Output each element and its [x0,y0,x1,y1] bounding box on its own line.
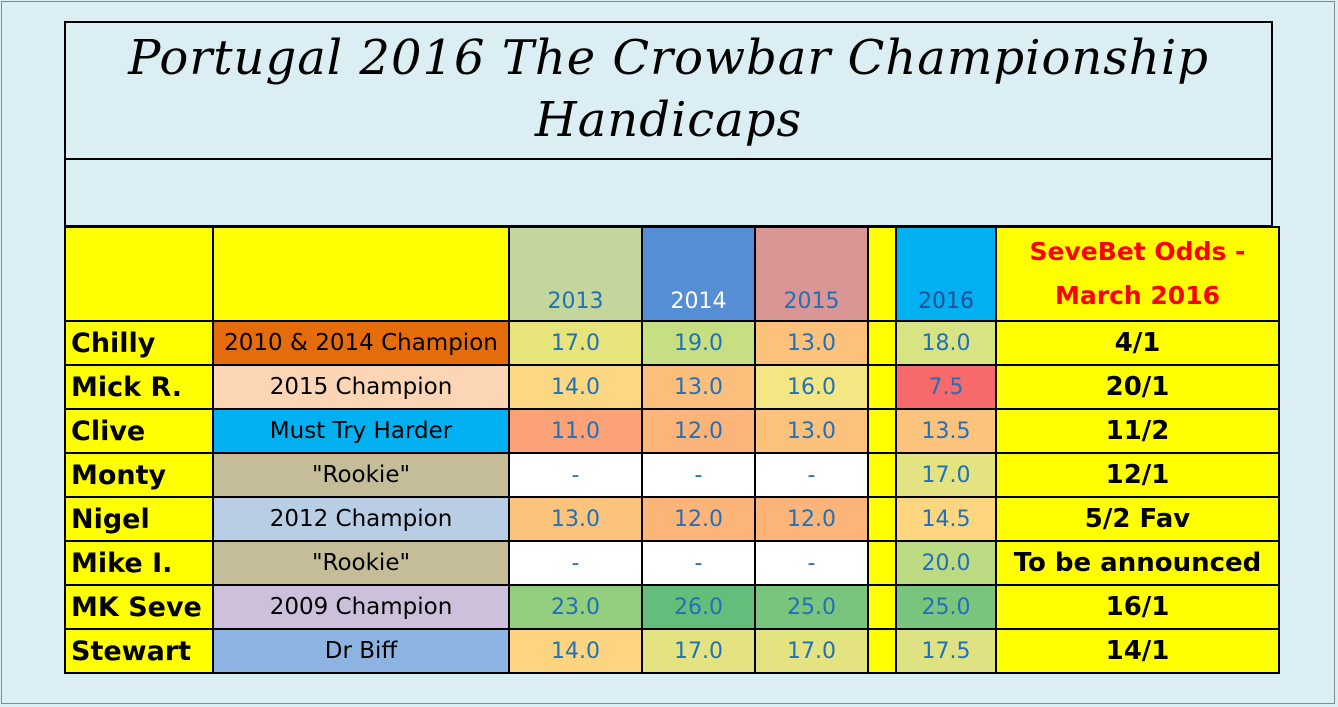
table-row: Monty "Rookie" - - -17.0 12/1 [64,452,1280,498]
player-title: 2012 Champion [212,496,510,542]
header-2014: 2014 [641,226,756,322]
gap-cell [867,584,897,630]
handicap-2014: 19.0 [641,320,756,366]
player-title: Must Try Harder [212,408,510,454]
header-2016: 2016 [895,226,997,322]
odds-cell: 4/1 [995,320,1280,366]
handicap-2016: 20.0 [895,540,997,586]
odds-header-line-1: SeveBet Odds - [1029,237,1246,266]
header-odds: SeveBet Odds - March 2016 [995,226,1280,322]
handicap-2015: - [754,540,869,586]
handicap-2016: 13.5 [895,408,997,454]
blank-row [64,158,1273,227]
handicap-2015: 13.0 [754,408,869,454]
handicap-2014: - [641,540,756,586]
odds-cell: 20/1 [995,364,1280,410]
player-title: 2010 & 2014 Champion [212,320,510,366]
player-name: MK Seve [64,584,214,630]
title-line-1: Portugal 2016 The Crowbar Championship [128,30,1209,86]
player-title: 2009 Champion [212,584,510,630]
handicap-2013: 13.0 [508,496,643,542]
gap-cell [867,408,897,454]
handicap-2013: 14.0 [508,628,643,674]
handicap-2013: 14.0 [508,364,643,410]
handicap-2013: 11.0 [508,408,643,454]
odds-cell: 14/1 [995,628,1280,674]
handicap-2016: 25.0 [895,584,997,630]
odds-cell: 11/2 [995,408,1280,454]
header-name-cell [64,226,214,322]
player-title: 2015 Champion [212,364,510,410]
handicap-2015: 17.0 [754,628,869,674]
player-name: Stewart [64,628,214,674]
handicap-2016: 17.5 [895,628,997,674]
player-name: Monty [64,452,214,498]
odds-cell: 12/1 [995,452,1280,498]
title-line-2: Handicaps [534,92,803,148]
gap-cell [867,364,897,410]
handicap-2013: - [508,452,643,498]
handicap-2015: 13.0 [754,320,869,366]
player-name: Mike I. [64,540,214,586]
table-row: Chilly 2010 & 2014 Champion 17.0 19.0 13.0 18… [64,320,1280,366]
header-row: 2013 2014 2015 2016 SeveBet Odds - March… [64,226,1280,322]
gap-cell [867,320,897,366]
player-name: Mick R. [64,364,214,410]
handicap-2016: 7.5 [895,364,997,410]
player-name: Chilly [64,320,214,366]
handicap-2014: 17.0 [641,628,756,674]
handicap-2016: 14.5 [895,496,997,542]
handicap-2013: - [508,540,643,586]
player-name: Nigel [64,496,214,542]
header-gap [867,226,897,322]
handicap-2014: 12.0 [641,408,756,454]
table-row: Mick R. 2015 Champion 14.0 13.0 16.0 7.5 20/1 [64,364,1280,410]
handicap-2014: 13.0 [641,364,756,410]
table-row: Mike I. "Rookie" - - -20.0 To be announced [64,540,1280,586]
handicap-2016: 18.0 [895,320,997,366]
odds-cell: To be announced [995,540,1280,586]
odds-cell: 5/2 Fav [995,496,1280,542]
table-row: Stewart Dr Biff 14.0 17.0 17.0 17.5 14/1 [64,628,1280,674]
handicap-2013: 23.0 [508,584,643,630]
player-title: "Rookie" [212,452,510,498]
handicap-2014: 26.0 [641,584,756,630]
handicap-2014: - [641,452,756,498]
header-2015: 2015 [754,226,869,322]
gap-cell [867,496,897,542]
handicap-2015: 12.0 [754,496,869,542]
player-name: Clive [64,408,214,454]
handicap-2015: 25.0 [754,584,869,630]
table-row: Clive Must Try Harder 11.0 12.0 13.0 13.5 11/2 [64,408,1280,454]
title-box: Portugal 2016 The Crowbar Championship H… [64,21,1273,160]
player-title: "Rookie" [212,540,510,586]
handicap-2015: 16.0 [754,364,869,410]
handicap-2016: 17.0 [895,452,997,498]
table-row: MK Seve 2009 Champion 23.0 26.0 25.0 25.0 16/1 [64,584,1280,630]
gap-cell [867,628,897,674]
handicap-2015: - [754,452,869,498]
header-2013: 2013 [508,226,643,322]
handicap-table: 2013 2014 2015 2016 SeveBet Odds - March… [64,226,1280,674]
header-title-cell [212,226,510,322]
odds-header-line-2: March 2016 [1055,281,1220,310]
gap-cell [867,540,897,586]
handicap-2014: 12.0 [641,496,756,542]
handicap-2013: 17.0 [508,320,643,366]
odds-cell: 16/1 [995,584,1280,630]
gap-cell [867,452,897,498]
player-title: Dr Biff [212,628,510,674]
table-row: Nigel 2012 Champion 13.0 12.0 12.0 14.5 5/2 Fa… [64,496,1280,542]
